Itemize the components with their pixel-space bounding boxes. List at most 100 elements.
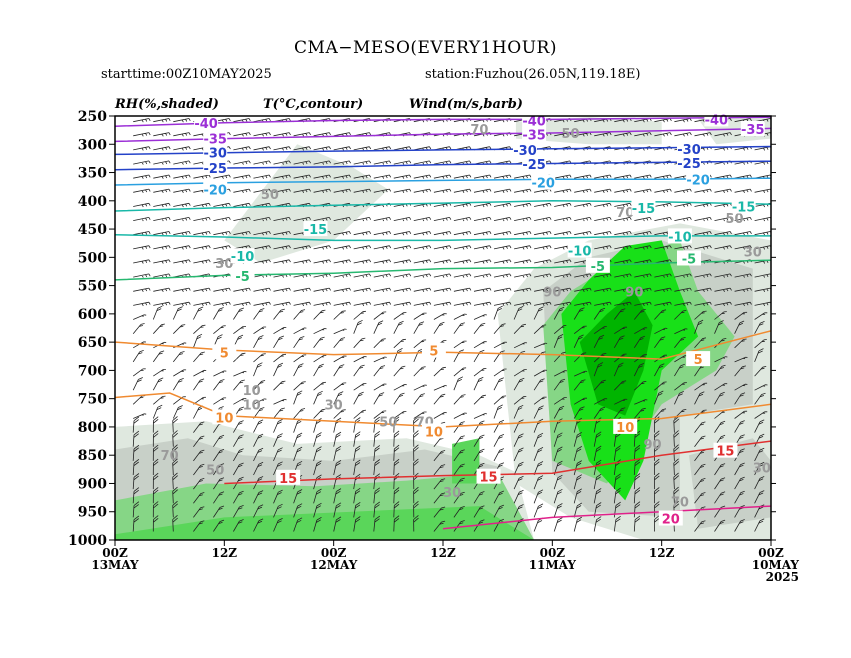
wind-barb-212 [534, 202, 552, 208]
wind-barb-659 [513, 396, 527, 405]
wind-barb-460 [373, 311, 387, 320]
contour-label-bg-3-0 [203, 160, 228, 176]
wind-barb-259 [193, 231, 211, 236]
wind-barb-423 [273, 301, 291, 307]
wind-barb-582 [253, 362, 263, 377]
contour-label-6-2: -10 [668, 230, 692, 245]
wind-barb-368 [453, 273, 472, 278]
wind-barb-8 [293, 118, 311, 123]
contour-label-bg-8-0 [212, 344, 237, 360]
wind-barb-30 [734, 118, 752, 123]
wind-barb-829 [714, 463, 726, 476]
wind-barb-424 [293, 301, 311, 307]
wind-barb-340 [534, 259, 552, 264]
wind-barb-133 [233, 174, 251, 179]
wind-barb-793 [633, 444, 641, 461]
wind-barb-491 [353, 319, 363, 334]
wind-barb-303 [433, 245, 452, 250]
wind-barb-718 [413, 416, 419, 433]
wind-barb-477 [714, 311, 727, 320]
wind-barb-655 [433, 393, 446, 405]
wind-barb-790 [573, 446, 583, 462]
contour-label-bg-6-1 [567, 242, 592, 258]
wind-barb-535 [593, 334, 605, 348]
wind-barb-114 [493, 160, 512, 165]
wind-barb-511 [754, 321, 765, 334]
wind-barb-387 [193, 287, 211, 292]
wind-barb-656 [453, 394, 466, 405]
wind-barb-273 [473, 231, 492, 236]
contour-label-10-0: 15 [279, 472, 297, 487]
wind-barb-207 [433, 202, 452, 208]
wind-barb-55 [594, 132, 612, 137]
wind-barb-902 [253, 504, 264, 518]
wind-barb-66 [173, 146, 191, 151]
wind-barb-428 [373, 301, 392, 307]
wind-barb-834 [172, 472, 178, 490]
wind-barb-492 [373, 320, 384, 334]
wind-barb-364 [373, 273, 392, 278]
wind-barb-752 [453, 435, 465, 447]
wind-barb-57 [634, 132, 652, 137]
wind-barb-274 [493, 231, 512, 236]
wind-barb-803 [193, 463, 205, 476]
wind-barb-104 [293, 160, 311, 165]
contour-label-bg-8-1 [421, 342, 446, 358]
wind-barb-721 [473, 420, 485, 433]
wind-barb-577 [153, 369, 166, 377]
wind-barb-214 [574, 202, 592, 208]
wind-barb-158 [734, 174, 752, 179]
wind-barb-871 [273, 489, 283, 504]
wind-barb-430 [413, 301, 432, 307]
wind-barb-39 [273, 132, 291, 137]
wind-barb-580 [213, 370, 227, 377]
wind-barb-330 [333, 259, 351, 264]
x-tick-label-2-1: 12MAY [310, 558, 358, 572]
rh-region-13 [515, 117, 662, 145]
wind-barb-167 [273, 188, 291, 193]
contour-label-7-2: -5 [682, 252, 696, 267]
wind-barb-868 [213, 491, 225, 504]
wind-barb-168 [293, 188, 311, 193]
rh-label-8: 30 [215, 257, 233, 272]
wind-barb-712 [293, 418, 303, 433]
wind-barb-553 [313, 355, 327, 363]
wind-barb-93 [714, 146, 732, 151]
wind-barb-832 [132, 473, 140, 490]
wind-barb-328 [293, 259, 311, 264]
wind-barb-740 [213, 434, 225, 447]
wind-barb-948 [533, 517, 544, 532]
contour-label-bg-7-2 [677, 250, 701, 266]
rh-label-5: 90 [625, 285, 643, 300]
wind-barb-863 [754, 476, 765, 490]
wind-barb-289 [153, 245, 171, 250]
wind-barb-270 [413, 231, 432, 236]
wind-barb-621 [393, 384, 407, 391]
wind-barb-363 [353, 273, 372, 278]
wind-barb-695 [593, 406, 606, 419]
contour-label-5-2: -15 [732, 200, 756, 215]
wind-barb-757 [553, 432, 563, 447]
wind-barb-317 [714, 245, 732, 250]
wind-barb-220 [694, 202, 712, 208]
wind-barb-674 [172, 405, 183, 419]
wind-barb-112 [453, 160, 472, 165]
wind-barb-448 [133, 314, 147, 320]
contour-label-10-1: 15 [480, 471, 498, 486]
wind-barb-352 [133, 273, 151, 278]
wind-barb-903 [273, 503, 283, 518]
wind-barb-437 [554, 301, 572, 307]
wind-barb-410 [654, 287, 672, 292]
wind-barb-327 [273, 259, 291, 264]
wind-barb-880 [453, 491, 465, 504]
wind-barb-785 [473, 448, 485, 462]
wind-barb-389 [233, 287, 251, 292]
wind-barb-295 [273, 245, 291, 250]
contour-label-bg-5-1 [631, 200, 656, 216]
wind-barb-828 [694, 463, 706, 476]
contour-label-bg-2-0 [203, 144, 228, 160]
wind-barb-526 [413, 339, 427, 349]
wind-barb-246 [574, 217, 592, 222]
wind-barb-611 [193, 378, 205, 391]
wind-barb-285 [714, 231, 732, 236]
